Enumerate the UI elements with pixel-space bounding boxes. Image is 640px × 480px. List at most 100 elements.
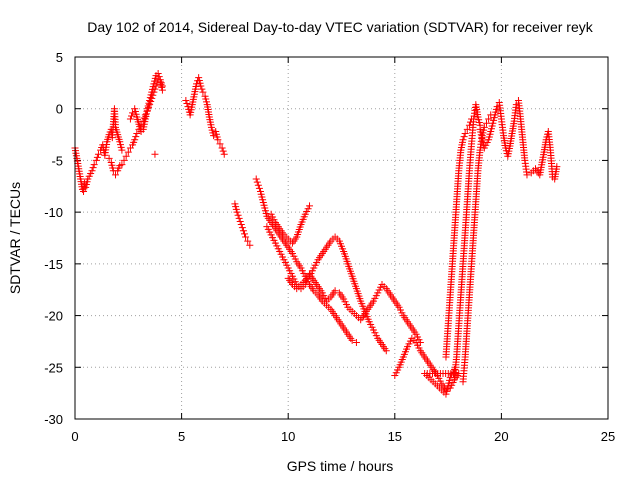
series-trough [391,334,463,398]
data-point [158,82,166,90]
x-tick-label: 20 [494,429,508,444]
data-point [220,150,228,158]
data-point [461,130,469,138]
data-point [459,136,467,144]
data-point [92,156,100,164]
data-point [94,150,102,158]
data-point [88,167,96,175]
data-point [122,152,130,160]
data-point [183,100,191,108]
data-point [140,114,148,122]
y-tick-label: -15 [44,257,63,272]
data-point [348,336,356,344]
data-point [151,150,159,158]
data-point [236,217,244,225]
data-point [193,80,201,88]
data-point [252,175,260,183]
data-point [90,161,98,169]
x-axis-label: GPS time / hours [287,458,394,474]
data-point [219,147,227,155]
data-point [198,85,206,93]
series-recovery-3 [459,111,495,386]
data-point [244,237,252,245]
data-point [331,287,339,295]
data-point [89,164,97,172]
data-point [255,184,263,192]
data-point [124,148,132,156]
data-point [156,76,164,84]
x-tick-label: 10 [281,429,295,444]
data-point [480,123,488,131]
data-point [210,132,218,140]
data-point [216,140,224,148]
data-point [240,230,248,238]
series-recovery-1 [442,115,476,361]
series-midday-c [263,223,390,355]
data-point [239,227,247,235]
x-tick-label: 5 [178,429,185,444]
data-point [182,96,190,104]
data-point [133,130,141,138]
data-point [214,136,222,144]
data-point [463,125,471,133]
data-point [112,171,120,179]
data-point [306,202,314,210]
series-recovery-2 [450,101,484,382]
data-point [233,208,241,216]
series-early-arc-3 [126,70,166,135]
data-point [237,221,245,229]
data-point [553,163,561,171]
data-point [523,171,531,179]
data-point [199,88,207,96]
series-midday-a [231,200,254,249]
data-point [238,224,246,232]
y-tick-label: 5 [56,50,63,65]
data-point [197,82,205,90]
y-axis-label: SDTVAR / TECUs [7,182,23,294]
y-tick-label: -20 [44,309,63,324]
y-tick-label: -5 [51,153,63,168]
y-tick-label: 0 [56,102,63,117]
y-tick-label: -30 [44,412,63,427]
data-point [246,241,254,249]
data-point [131,136,139,144]
data-point [253,178,261,186]
data-point [118,146,126,154]
data-point [129,109,137,117]
data-point [482,119,490,127]
series-early-arc-1 [71,105,126,195]
data-point [118,161,126,169]
data-point [126,115,134,123]
series-midday-d [267,202,424,346]
data-point [154,70,162,78]
x-tick-label: 25 [601,429,615,444]
grid-lines [75,57,608,419]
x-tick-label: 15 [388,429,402,444]
data-point [157,79,165,87]
data-point [465,121,473,129]
plot-frame [74,56,609,420]
data-point [132,133,140,141]
data-point [352,338,360,346]
data-point [120,156,128,164]
data-point [127,112,135,120]
data-point [235,214,243,222]
data-point [234,211,242,219]
data-point [460,133,468,141]
data-point [218,144,226,152]
chart-title: Day 102 of 2014, Sidereal Day-to-day VTE… [87,19,593,35]
data-point [485,115,493,123]
data-point [155,73,163,81]
data-point [105,154,113,162]
y-tick-label: -25 [44,360,63,375]
series-evening [476,96,561,183]
data-point [242,233,250,241]
data-point [382,347,390,355]
series-midday-b [252,175,360,346]
data-point [254,181,262,189]
x-tick-label: 0 [71,429,78,444]
series-morning-arc [182,74,228,158]
data-points [71,70,561,398]
